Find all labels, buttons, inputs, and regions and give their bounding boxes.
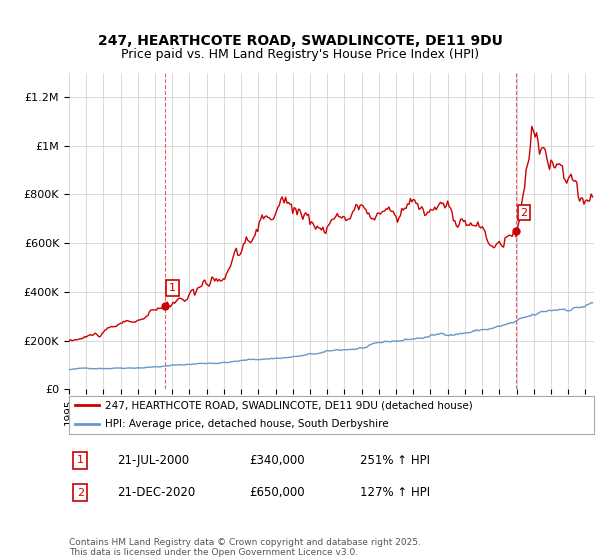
Text: £340,000: £340,000 <box>249 454 305 467</box>
Text: 251% ↑ HPI: 251% ↑ HPI <box>360 454 430 467</box>
Text: 21-JUL-2000: 21-JUL-2000 <box>117 454 189 467</box>
Text: Price paid vs. HM Land Registry's House Price Index (HPI): Price paid vs. HM Land Registry's House … <box>121 48 479 60</box>
Text: HPI: Average price, detached house, South Derbyshire: HPI: Average price, detached house, Sout… <box>105 419 388 430</box>
Text: Contains HM Land Registry data © Crown copyright and database right 2025.
This d: Contains HM Land Registry data © Crown c… <box>69 538 421 557</box>
Text: 127% ↑ HPI: 127% ↑ HPI <box>360 486 430 500</box>
Text: 1: 1 <box>169 283 176 293</box>
Text: 247, HEARTHCOTE ROAD, SWADLINCOTE, DE11 9DU: 247, HEARTHCOTE ROAD, SWADLINCOTE, DE11 … <box>98 34 502 48</box>
Text: 21-DEC-2020: 21-DEC-2020 <box>117 486 195 500</box>
Text: 1: 1 <box>77 455 84 465</box>
Text: 2: 2 <box>520 208 527 218</box>
Text: 247, HEARTHCOTE ROAD, SWADLINCOTE, DE11 9DU (detached house): 247, HEARTHCOTE ROAD, SWADLINCOTE, DE11 … <box>105 400 472 410</box>
Text: 2: 2 <box>77 488 84 498</box>
Text: £650,000: £650,000 <box>249 486 305 500</box>
